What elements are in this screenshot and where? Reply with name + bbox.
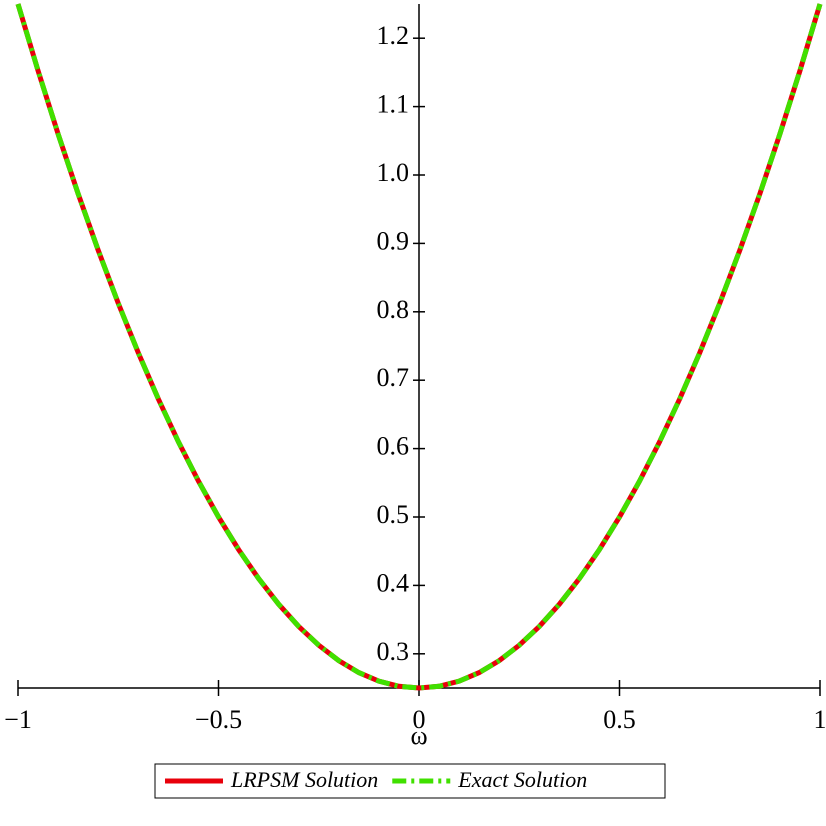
x-tick-label: 1 — [814, 705, 826, 734]
legend-box — [154, 763, 666, 799]
y-tick-label: 0.3 — [377, 637, 410, 666]
y-tick-label: 0.7 — [377, 363, 410, 392]
y-tick-label: 0.6 — [377, 432, 410, 461]
x-tick-label: −1 — [4, 705, 32, 734]
y-tick-label: 0.5 — [377, 500, 410, 529]
y-tick-label: 1.0 — [377, 158, 410, 187]
x-tick-label: 0.5 — [603, 705, 636, 734]
y-tick-label: 1.1 — [377, 90, 410, 119]
legend-label: LRPSM Solution — [230, 767, 378, 792]
line-series — [15, 3, 823, 691]
legend-label: Exact Solution — [457, 767, 587, 792]
y-tick-label: 0.9 — [377, 226, 410, 255]
y-tick-label: 1.2 — [377, 21, 410, 50]
x-axis-label: ω — [410, 721, 427, 750]
y-tick-label: 0.8 — [377, 295, 410, 324]
x-tick-label: 0 — [413, 705, 426, 734]
y-tick-label: 0.4 — [377, 568, 410, 597]
x-tick-label: −0.5 — [195, 705, 242, 734]
